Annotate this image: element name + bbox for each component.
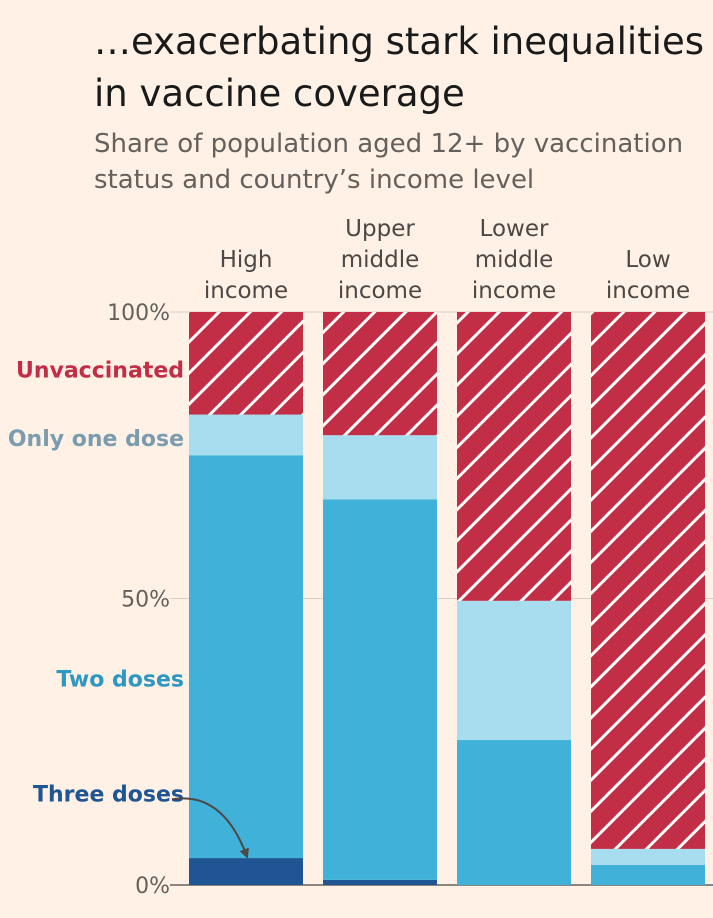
chart-title-line: …exacerbating stark inequalities [94, 20, 704, 63]
chart-subtitle-line: status and country’s income level [94, 165, 535, 195]
chart-subtitle: Share of population aged 12+ by vaccinat… [94, 126, 713, 198]
bar-segment-only-one-dose [189, 414, 303, 456]
bar-segment-three-doses [323, 879, 437, 885]
bar-segment-unvaccinated [591, 312, 705, 849]
bar-segment-unvaccinated [457, 312, 571, 601]
category-label: Upper middle income [338, 216, 422, 304]
annotation-arrow [171, 797, 249, 859]
bar-segment-two-doses [323, 499, 437, 880]
chart-subtitle-line: Share of population aged 12+ by vaccinat… [94, 129, 684, 159]
bar-segment-unvaccinated [189, 312, 303, 415]
legend-label: Two doses [56, 668, 184, 693]
bar-segment-two-doses [457, 740, 571, 885]
bar-segment-two-doses [189, 455, 303, 859]
chart-title-line: in vaccine coverage [94, 72, 465, 115]
category-label: Low income [606, 247, 690, 304]
category-label-line: Lower [480, 216, 549, 242]
bar-segment-two-doses [591, 864, 705, 885]
category-label-line: Upper [345, 216, 415, 242]
bar-segment-only-one-dose [591, 848, 705, 865]
category-label-line: High [220, 247, 273, 273]
category-label-line: income [472, 278, 556, 304]
category-label-line: middle [341, 247, 420, 273]
y-tick-label: 50% [121, 588, 170, 613]
bar-segment-unvaccinated [323, 312, 437, 436]
legend-label: Three doses [33, 782, 184, 807]
category-label-line: income [338, 278, 422, 304]
chart-title: …exacerbating stark inequalities in vacc… [94, 16, 704, 120]
category-label: High income [204, 247, 288, 304]
category-label-line: income [204, 278, 288, 304]
bar-segment-only-one-dose [323, 435, 437, 500]
category-label: Lower middle income [472, 216, 556, 304]
y-tick-label: 0% [135, 874, 170, 899]
y-tick-label: 100% [107, 301, 170, 326]
legend-label: Only one dose [8, 427, 184, 452]
category-label-line: middle [475, 247, 554, 273]
category-label-line: Low [625, 247, 670, 273]
bar-segment-three-doses [189, 858, 303, 885]
legend-label: Unvaccinated [16, 358, 184, 383]
bar-segment-only-one-dose [457, 600, 571, 741]
category-label-line: income [606, 278, 690, 304]
